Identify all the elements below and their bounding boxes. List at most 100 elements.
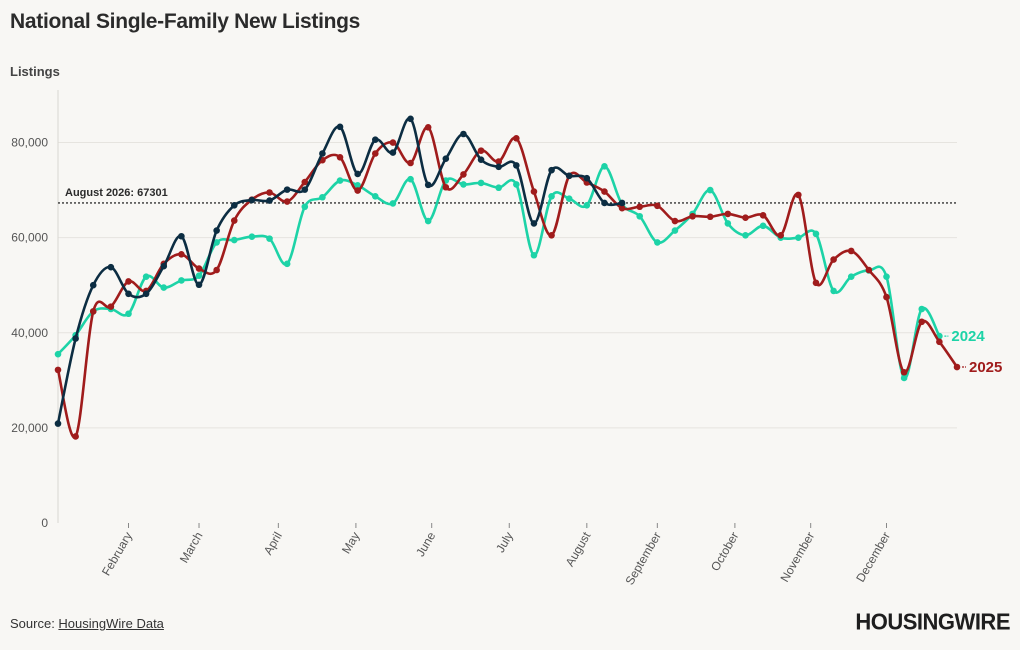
data-point[interactable] (230, 236, 238, 244)
data-point[interactable] (460, 181, 467, 188)
data-point[interactable] (283, 260, 291, 268)
data-point[interactable] (160, 284, 168, 291)
data-point[interactable] (742, 214, 749, 221)
data-point[interactable] (371, 136, 379, 144)
data-point[interactable] (178, 251, 185, 258)
data-point[interactable] (424, 181, 432, 189)
data-point[interactable] (178, 232, 185, 240)
data-point[interactable] (336, 123, 344, 131)
data-point[interactable] (407, 115, 414, 123)
data-point[interactable] (706, 213, 714, 221)
data-point[interactable] (371, 192, 379, 200)
data-point[interactable] (230, 202, 238, 209)
data-point[interactable] (830, 287, 837, 295)
data-point[interactable] (671, 227, 679, 234)
data-point[interactable] (513, 134, 520, 142)
data-point[interactable] (530, 188, 538, 195)
data-point[interactable] (477, 179, 485, 187)
data-point[interactable] (354, 187, 361, 194)
data-point[interactable] (706, 186, 714, 194)
data-point[interactable] (142, 273, 150, 280)
data-point[interactable] (548, 192, 555, 200)
data-point[interactable] (847, 247, 855, 255)
data-point[interactable] (283, 198, 291, 205)
data-point[interactable] (724, 210, 732, 218)
data-point[interactable] (654, 202, 661, 210)
data-point[interactable] (195, 265, 203, 272)
data-point[interactable] (671, 217, 679, 225)
data-point[interactable] (865, 266, 873, 274)
data-point[interactable] (936, 338, 943, 346)
data-point[interactable] (883, 293, 890, 301)
data-point[interactable] (89, 308, 97, 315)
data-point[interactable] (918, 318, 926, 326)
data-point[interactable] (354, 170, 361, 178)
data-point[interactable] (336, 153, 344, 161)
data-point[interactable] (830, 256, 837, 263)
data-point[interactable] (795, 191, 802, 199)
data-point[interactable] (354, 182, 361, 189)
data-point[interactable] (495, 158, 502, 165)
data-point[interactable] (248, 233, 256, 241)
data-point[interactable] (319, 150, 326, 157)
data-point[interactable] (759, 222, 767, 230)
data-point[interactable] (54, 366, 62, 374)
data-point[interactable] (142, 290, 150, 298)
data-point[interactable] (213, 227, 220, 234)
data-point[interactable] (301, 178, 309, 186)
data-point[interactable] (371, 150, 379, 157)
data-point[interactable] (618, 199, 626, 207)
data-point[interactable] (812, 230, 820, 238)
data-point[interactable] (266, 189, 273, 196)
data-point[interactable] (847, 273, 855, 280)
data-point[interactable] (72, 433, 79, 440)
data-point[interactable] (266, 235, 273, 242)
data-point[interactable] (389, 200, 397, 207)
data-point[interactable] (777, 231, 785, 239)
data-point[interactable] (424, 217, 432, 225)
data-point[interactable] (601, 199, 608, 207)
data-point[interactable] (477, 147, 485, 154)
data-point[interactable] (636, 203, 644, 211)
data-point[interactable] (178, 277, 185, 284)
data-point[interactable] (601, 188, 608, 195)
data-point[interactable] (424, 124, 432, 131)
data-point[interactable] (195, 272, 203, 280)
data-point[interactable] (530, 220, 538, 227)
data-point[interactable] (336, 177, 344, 184)
data-point[interactable] (495, 184, 502, 192)
data-point[interactable] (812, 279, 820, 287)
data-point[interactable] (407, 175, 414, 183)
data-point[interactable] (565, 195, 573, 202)
data-point[interactable] (460, 171, 467, 178)
data-point[interactable] (795, 234, 802, 241)
data-point[interactable] (918, 305, 926, 313)
data-point[interactable] (900, 368, 908, 376)
data-point[interactable] (319, 193, 326, 201)
data-point[interactable] (54, 350, 62, 358)
data-point[interactable] (301, 203, 309, 211)
data-point[interactable] (513, 162, 520, 169)
data-point[interactable] (230, 217, 238, 224)
data-point[interactable] (125, 310, 132, 318)
data-point[interactable] (724, 220, 732, 227)
data-point[interactable] (636, 212, 644, 220)
data-point[interactable] (900, 374, 908, 382)
data-point[interactable] (548, 166, 555, 174)
data-point[interactable] (72, 335, 79, 342)
data-point[interactable] (565, 172, 573, 180)
data-point[interactable] (442, 155, 450, 163)
data-point[interactable] (213, 266, 220, 274)
data-point[interactable] (213, 239, 220, 246)
data-point[interactable] (513, 181, 520, 188)
data-point[interactable] (389, 149, 397, 156)
data-point[interactable] (548, 231, 555, 239)
source-link[interactable]: HousingWire Data (58, 616, 164, 631)
data-point[interactable] (54, 420, 62, 427)
data-point[interactable] (301, 186, 309, 193)
data-point[interactable] (266, 197, 273, 204)
data-point[interactable] (618, 204, 626, 212)
data-point[interactable] (460, 130, 467, 138)
data-point[interactable] (759, 212, 767, 219)
data-point[interactable] (953, 363, 961, 371)
